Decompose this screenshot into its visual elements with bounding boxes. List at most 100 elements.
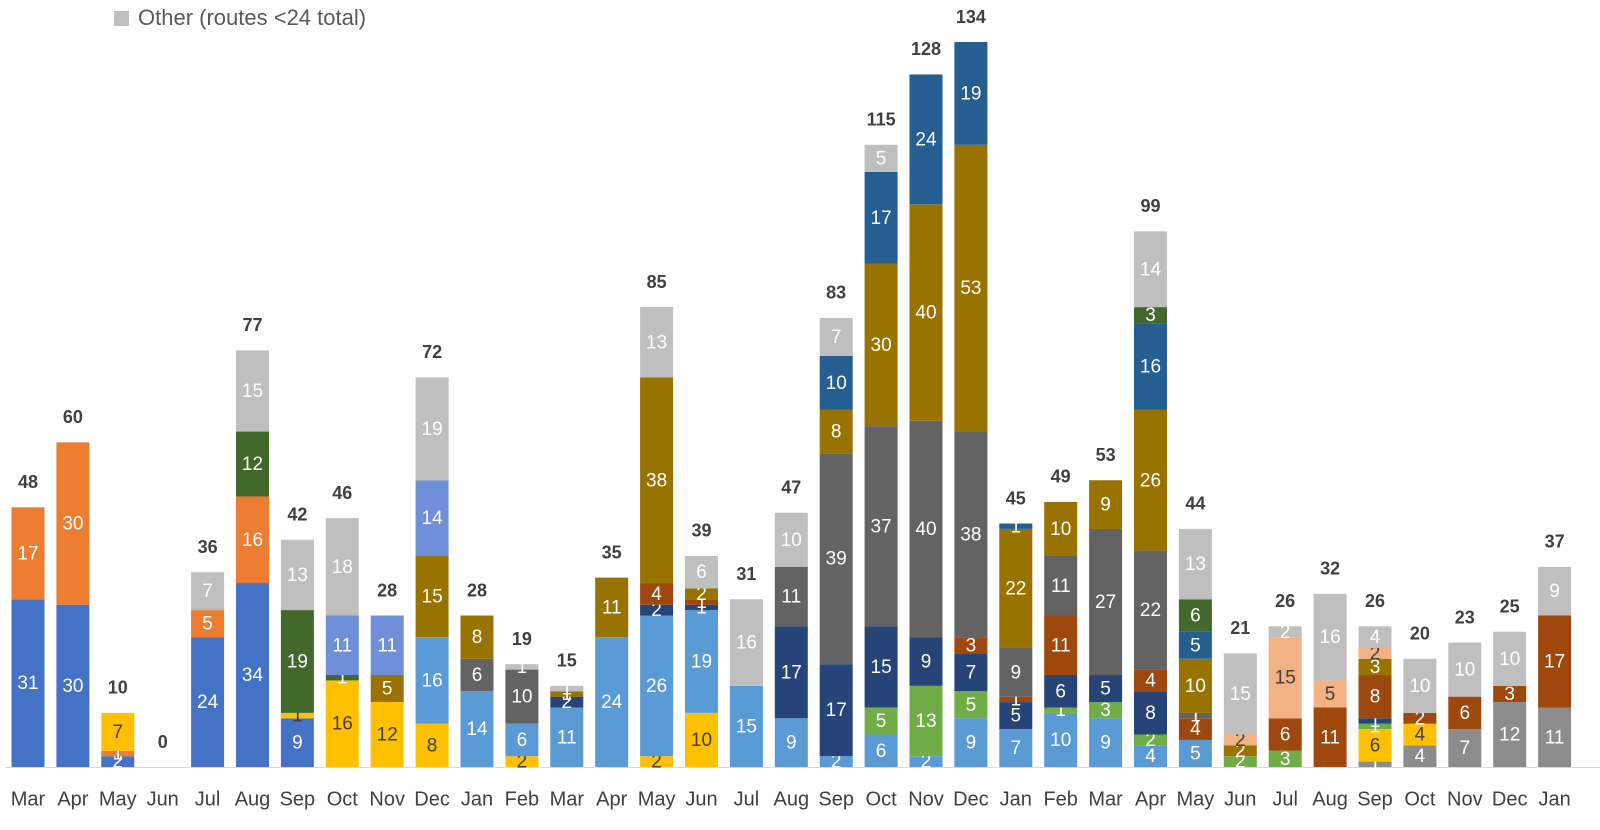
bar-segment xyxy=(774,718,808,767)
x-tick-label: Sep xyxy=(818,788,854,810)
segment-label: 1 xyxy=(562,679,573,700)
bar-segment xyxy=(56,604,90,767)
bar-segment xyxy=(595,637,629,767)
segment-label: 5 xyxy=(876,711,887,732)
segment-label: 4 xyxy=(651,584,662,605)
bar-segment xyxy=(550,691,584,697)
segment-label: 5 xyxy=(1190,743,1201,764)
bar-segment xyxy=(325,615,359,676)
segment-label: 13 xyxy=(1185,554,1206,575)
bar-segment xyxy=(1134,734,1167,746)
bar-segment xyxy=(505,756,539,767)
bar-segment xyxy=(1044,707,1078,713)
segment-label: 6 xyxy=(1055,681,1066,702)
bar-segment xyxy=(191,637,225,767)
segment-label: 17 xyxy=(781,662,802,683)
total-label: 36 xyxy=(198,537,218,557)
segment-label: 9 xyxy=(786,733,797,754)
segment-label: 2 xyxy=(1415,708,1426,729)
x-tick-label: May xyxy=(1177,788,1215,810)
segment-label: 3 xyxy=(1280,749,1291,770)
segment-label: 5 xyxy=(1325,684,1336,705)
segment-label: 18 xyxy=(332,557,353,578)
total-label: 31 xyxy=(736,564,756,584)
bar-segment xyxy=(1493,702,1527,767)
segment-label: 2 xyxy=(562,692,573,713)
segment-label: 37 xyxy=(871,516,892,537)
segment-label: 16 xyxy=(422,670,443,691)
total-label: 128 xyxy=(911,39,941,59)
bar-segment xyxy=(236,496,269,584)
bar-segment xyxy=(954,42,988,145)
bar-segment xyxy=(415,377,449,481)
x-tick-label: Oct xyxy=(866,788,898,810)
bar-segment xyxy=(640,307,674,378)
bar-segment xyxy=(999,729,1033,767)
segment-label: 6 xyxy=(696,562,707,583)
bar-segment xyxy=(1134,745,1167,767)
segment-label: 14 xyxy=(422,508,444,529)
segment-label: 12 xyxy=(377,725,398,746)
bar-segment xyxy=(864,263,898,427)
segment-label: 30 xyxy=(62,514,83,535)
bar-segment xyxy=(1134,669,1167,692)
segment-label: 11 xyxy=(602,597,622,618)
bar-segment xyxy=(1089,702,1123,719)
segment-label: 4 xyxy=(1145,670,1156,691)
segment-label: 5 xyxy=(966,695,977,716)
bar-segment xyxy=(1044,675,1078,708)
bar-segment xyxy=(1448,696,1482,730)
x-tick-label: Feb xyxy=(505,788,539,810)
segment-label: 1 xyxy=(696,597,707,618)
bar-segment xyxy=(819,355,853,410)
segment-label: 1 xyxy=(1370,716,1381,737)
total-label: 48 xyxy=(18,472,38,492)
bar-segment xyxy=(101,712,135,751)
x-tick-label: Jul xyxy=(734,788,760,810)
segment-label: 11 xyxy=(1545,727,1565,748)
bar-segment xyxy=(864,734,898,767)
total-label: 20 xyxy=(1410,624,1430,644)
segment-label: 1 xyxy=(113,743,124,764)
bar-segment xyxy=(1044,501,1078,556)
total-label: 26 xyxy=(1275,591,1295,611)
segment-label: 10 xyxy=(826,373,847,394)
bar-segment xyxy=(11,507,45,600)
bar-segment xyxy=(1178,631,1212,659)
segment-label: 10 xyxy=(1454,660,1475,681)
bar-segment xyxy=(954,718,988,767)
segment-label: 9 xyxy=(1100,733,1111,754)
bar-segment xyxy=(370,615,404,676)
total-label: 49 xyxy=(1051,467,1071,487)
bar-segment xyxy=(954,431,988,638)
bar-segment xyxy=(819,453,853,665)
segment-label: 2 xyxy=(517,752,528,773)
segment-label: 6 xyxy=(472,665,483,686)
bar-segment xyxy=(11,599,45,767)
segment-label: 7 xyxy=(831,327,842,348)
segment-label: 13 xyxy=(287,565,308,586)
total-label: 10 xyxy=(108,678,128,698)
bar-segment xyxy=(640,756,674,767)
x-tick-label: Dec xyxy=(414,788,450,810)
legend-swatch xyxy=(114,11,129,26)
bar-segment xyxy=(909,756,943,767)
bar-segment xyxy=(819,756,853,767)
x-tick-label: Dec xyxy=(1492,788,1528,810)
segment-label: 40 xyxy=(915,303,936,324)
segment-label: 15 xyxy=(871,657,892,678)
bar-segment xyxy=(325,675,359,681)
bar-segment xyxy=(1313,593,1347,681)
x-tick-label: Nov xyxy=(369,788,405,810)
bar-segment xyxy=(1089,528,1123,676)
segment-label: 16 xyxy=(332,714,353,735)
bar-segment xyxy=(819,317,853,356)
x-tick-label: Aug xyxy=(235,788,271,810)
segment-label: 8 xyxy=(1370,687,1381,708)
bar-segment xyxy=(774,566,808,627)
bar-segment xyxy=(1403,745,1437,767)
bar-segment xyxy=(1358,729,1392,762)
x-tick-label: Jan xyxy=(461,788,493,810)
bar-segment xyxy=(1223,745,1257,757)
